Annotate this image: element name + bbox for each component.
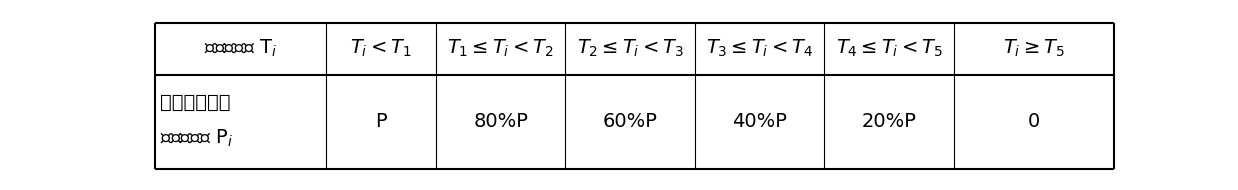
- Text: 60%P: 60%P: [603, 112, 657, 131]
- Text: 输出功率值 P$_i$: 输出功率值 P$_i$: [160, 127, 233, 149]
- Text: 0: 0: [1028, 112, 1040, 131]
- Text: $T_i < T_1$: $T_i < T_1$: [350, 38, 411, 59]
- Text: 80%P: 80%P: [473, 112, 529, 131]
- Text: $T_i \geq T_5$: $T_i \geq T_5$: [1003, 38, 1065, 59]
- Text: 当前扬声器的: 当前扬声器的: [160, 93, 230, 112]
- Text: 20%P: 20%P: [862, 112, 916, 131]
- Text: $T_3 \leq T_i < T_4$: $T_3 \leq T_i < T_4$: [706, 38, 813, 59]
- Text: $T_1 \leq T_i < T_2$: $T_1 \leq T_i < T_2$: [447, 38, 553, 59]
- Text: 实时温度值 T$_i$: 实时温度值 T$_i$: [203, 38, 277, 59]
- Text: 40%P: 40%P: [732, 112, 787, 131]
- Text: P: P: [375, 112, 386, 131]
- Text: $T_4 \leq T_i < T_5$: $T_4 \leq T_i < T_5$: [836, 38, 942, 59]
- Text: $T_2 \leq T_i < T_3$: $T_2 \leq T_i < T_3$: [577, 38, 683, 59]
